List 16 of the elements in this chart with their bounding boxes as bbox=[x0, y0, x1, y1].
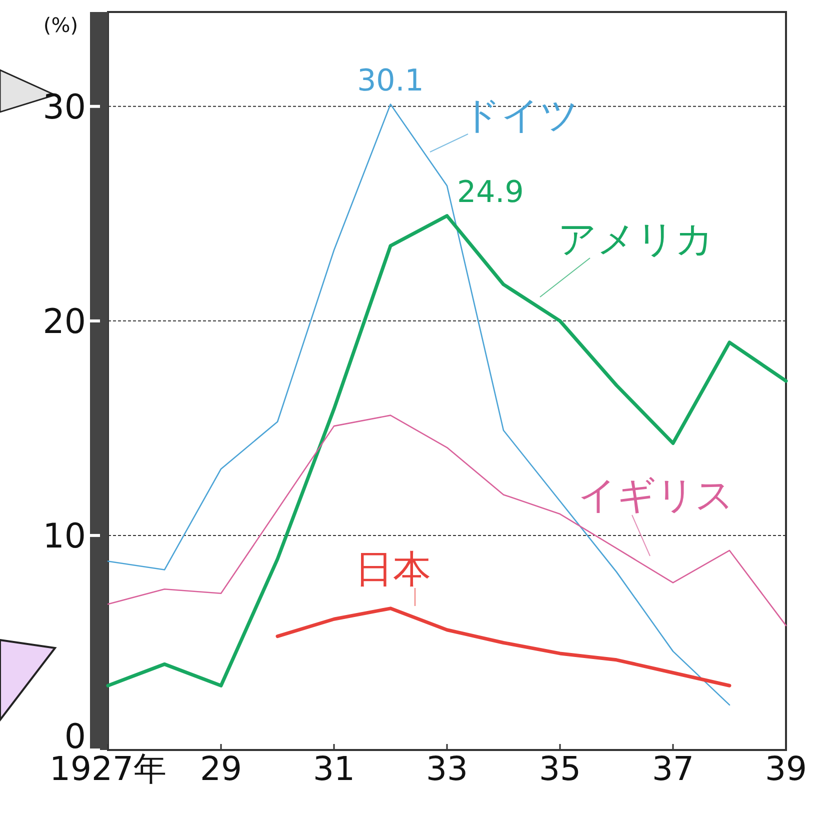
x-tick-label: 37 bbox=[652, 749, 694, 788]
annotation: 30.1 bbox=[357, 63, 424, 98]
series-label: ドイツ bbox=[462, 93, 579, 137]
y-axis-title: (%) bbox=[43, 13, 78, 37]
series-label: イギリス bbox=[578, 473, 734, 517]
y-tick-label: 20 bbox=[42, 302, 86, 342]
y-tick-label: 30 bbox=[42, 87, 86, 128]
series-label: 日本 bbox=[355, 547, 431, 591]
x-tick-label: 29 bbox=[200, 749, 242, 788]
x-tick-label: 31 bbox=[313, 749, 355, 788]
x-tick-label: 33 bbox=[426, 749, 468, 788]
annotation: 24.9 bbox=[457, 174, 524, 210]
series-label: アメリカ bbox=[558, 217, 714, 261]
y-tick-label: 10 bbox=[42, 516, 86, 556]
x-tick-label: 39 bbox=[765, 749, 807, 788]
x-tick-label: 35 bbox=[539, 749, 581, 788]
